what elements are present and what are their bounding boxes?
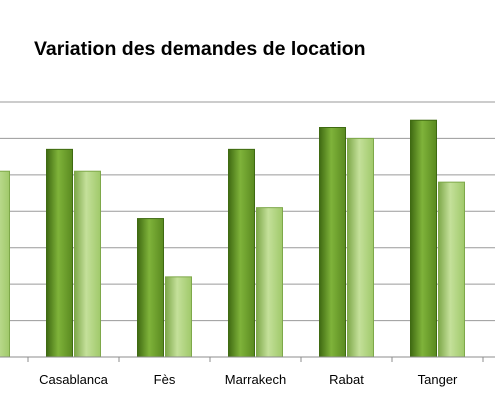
bar-series-2-marrakech	[256, 207, 283, 358]
bar-series-1-rabat	[319, 127, 346, 358]
bar-series-1-casablanca	[46, 148, 73, 358]
x-tick-label: Tanger	[418, 372, 458, 387]
bar-series-2-rabat	[347, 137, 374, 358]
bar-series-1-fès	[137, 218, 164, 358]
bar-series-1-marrakech	[228, 148, 255, 358]
bars	[0, 119, 465, 358]
x-tick-label: Fès	[154, 372, 176, 387]
bar-series-1-tanger	[410, 119, 437, 358]
bar-series-2-casablanca	[74, 170, 101, 358]
x-tick-label: Marrakech	[225, 372, 286, 387]
x-axis: dirCasablancaFèsMarrakechRabatTanger	[0, 356, 495, 387]
x-tick-label: Rabat	[329, 372, 364, 387]
bar-series-2-dir	[0, 170, 10, 358]
bar-series-2-fès	[165, 276, 192, 358]
x-tick-label: Casablanca	[39, 372, 108, 387]
bar-series-2-tanger	[438, 181, 465, 358]
chart-title: Variation des demandes de location	[34, 38, 366, 60]
